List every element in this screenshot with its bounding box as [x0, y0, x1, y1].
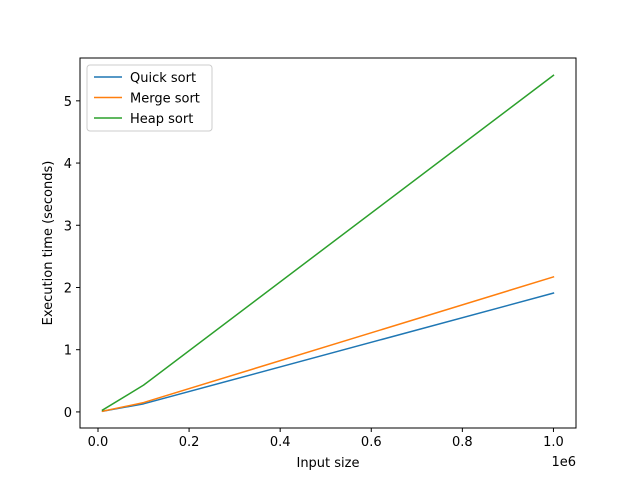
y-tick-label: 5: [64, 95, 72, 110]
x-tick-label: 0.2: [179, 435, 200, 450]
y-tick-label: 4: [64, 157, 72, 172]
series-line-heap-sort: [101, 74, 555, 412]
legend-label: Quick sort: [130, 71, 196, 86]
x-axis-label: Input size: [296, 456, 359, 471]
legend-box: [86, 64, 213, 132]
x-tick-label: 0.6: [361, 435, 382, 450]
series-line-quick-sort: [101, 292, 555, 413]
legend: Quick sort Merge sort Heap sort: [86, 64, 213, 132]
series-line-merge-sort: [101, 275, 555, 413]
plot-area-frame: [79, 57, 577, 429]
y-tick-label: 2: [64, 281, 72, 296]
x-tick-label: 0.0: [88, 435, 109, 450]
y-tick-label: 3: [64, 219, 72, 234]
x-tick-label: 0.4: [270, 435, 291, 450]
x-axis-offset-label: 1e6: [551, 455, 576, 470]
x-tick-label: 1.0: [543, 435, 564, 450]
legend-label: Heap sort: [130, 112, 193, 127]
y-tick-label: 0: [64, 406, 72, 421]
legend-label: Merge sort: [130, 92, 200, 107]
y-tick-label: 1: [64, 344, 72, 359]
x-tick-label: 0.8: [452, 435, 473, 450]
y-axis-label: Execution time (seconds): [41, 161, 56, 326]
